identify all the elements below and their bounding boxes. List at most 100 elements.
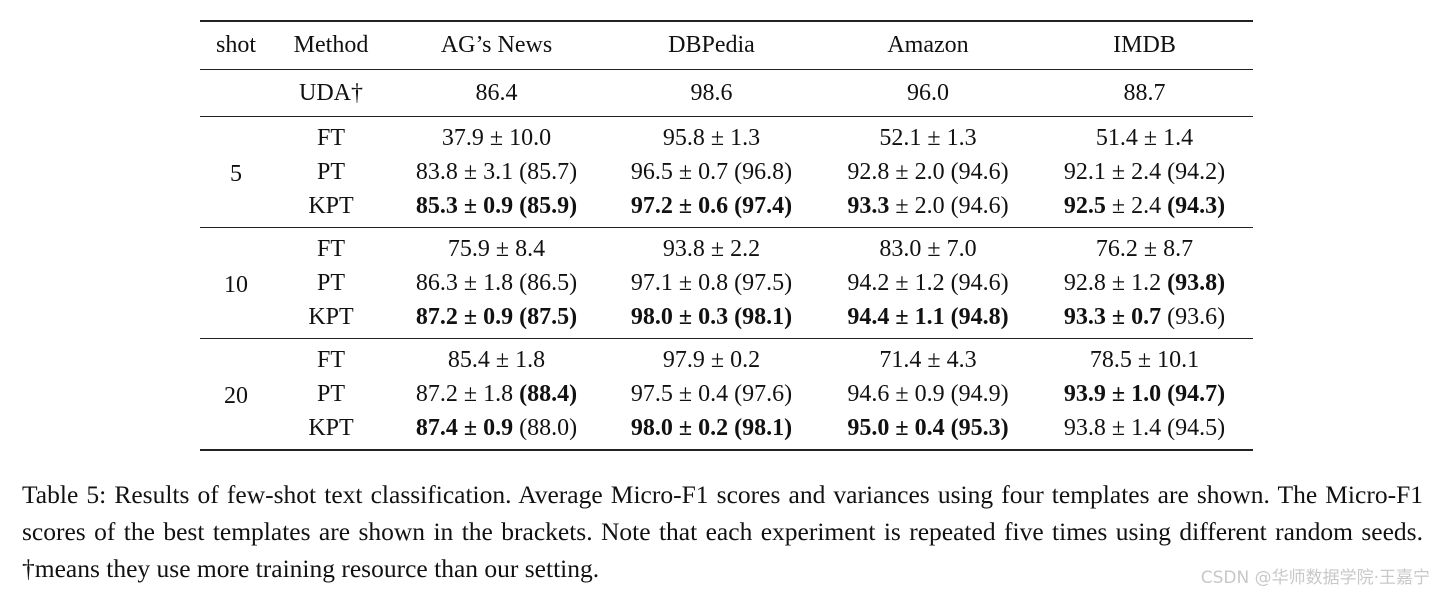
data-cell: 92.1 ± 2.4 (94.2) bbox=[1036, 155, 1253, 189]
bold-text: 97.2 ± 0.6 (97.4) bbox=[630, 192, 793, 219]
data-cell: 71.4 ± 4.3 bbox=[820, 339, 1036, 378]
data-cell: 96.5 ± 0.7 (96.8) bbox=[603, 155, 820, 189]
data-cell: 92.5 ± 2.4 (94.3) bbox=[1036, 189, 1253, 228]
caption: Table 5: Results of few-shot text classi… bbox=[22, 480, 1423, 583]
bold-text: 92.5 bbox=[1063, 192, 1106, 219]
data-cell: 97.9 ± 0.2 bbox=[603, 339, 820, 378]
data-cell: 76.2 ± 8.7 bbox=[1036, 228, 1253, 267]
header-cell: shot bbox=[200, 20, 272, 70]
data-cell: 95.8 ± 1.3 bbox=[603, 117, 820, 156]
text: 93.8 ± 2.2 bbox=[662, 235, 761, 262]
method-cell: KPT bbox=[272, 411, 390, 451]
text: 98.6 bbox=[690, 79, 733, 106]
text: (88.0) bbox=[513, 414, 578, 441]
text: 71.4 ± 4.3 bbox=[879, 346, 977, 373]
text: 93.8 ± 1.4 (94.5) bbox=[1063, 414, 1226, 441]
shot-cell: 5 bbox=[200, 116, 272, 228]
data-cell: 85.4 ± 1.8 bbox=[390, 339, 603, 378]
table-row: KPT 85.3 ± 0.9 (85.9) 97.2 ± 0.6 (97.4) 93.… bbox=[200, 189, 1253, 228]
text: (93.6) bbox=[1161, 303, 1226, 330]
data-cell: 94.2 ± 1.2 (94.6) bbox=[820, 266, 1036, 300]
data-cell: 93.9 ± 1.0 (94.7) bbox=[1036, 377, 1253, 411]
method-cell: FT bbox=[316, 346, 345, 373]
method-cell: PT bbox=[316, 380, 345, 407]
bold-text: 93.3 bbox=[847, 192, 890, 219]
data-cell: 87.4 ± 0.9 (88.0) bbox=[390, 411, 603, 451]
data-cell: 92.8 ± 1.2 (93.8) bbox=[1036, 266, 1253, 300]
data-cell: 98.0 ± 0.2 (98.1) bbox=[603, 411, 820, 451]
table-row: PT 86.3 ± 1.8 (86.5) 97.1 ± 0.8 (97.5) 94.2… bbox=[200, 266, 1253, 300]
text: 94.6 ± 0.9 (94.9) bbox=[847, 380, 1009, 407]
data-cell: 75.9 ± 8.4 bbox=[390, 228, 603, 267]
bold-text: 85.3 ± 0.9 (85.9) bbox=[415, 192, 578, 219]
watermark: CSDN @华师数据学院·王嘉宁 bbox=[1200, 568, 1430, 588]
data-cell: 78.5 ± 10.1 bbox=[1036, 339, 1253, 378]
bold-text: 87.2 ± 0.9 (87.5) bbox=[415, 303, 578, 330]
bold-text: 95.0 ± 0.4 (95.3) bbox=[847, 414, 1009, 441]
data-cell: 98.6 bbox=[603, 69, 820, 117]
bold-text: 93.3 ± 0.7 bbox=[1063, 303, 1162, 330]
data-cell: 83.8 ± 3.1 (85.7) bbox=[390, 155, 603, 189]
data-cell: 98.0 ± 0.3 (98.1) bbox=[603, 300, 820, 339]
text: 83.0 ± 7.0 bbox=[879, 235, 977, 262]
method-cell: KPT bbox=[272, 189, 390, 228]
data-cell: 85.3 ± 0.9 (85.9) bbox=[390, 189, 603, 228]
text: 86.4 bbox=[475, 79, 518, 106]
header-cell: IMDB bbox=[1036, 20, 1253, 70]
data-cell: 83.0 ± 7.0 bbox=[820, 228, 1036, 267]
shot-cell bbox=[200, 69, 272, 117]
table-row: 20 FT 85.4 ± 1.8 97.9 ± 0.2 71.4 ± 4.3 78.5 ±… bbox=[200, 338, 1253, 451]
table-row: 5 FT 37.9 ± 10.0 95.8 ± 1.3 52.1 ± 1.3 51.4 ±… bbox=[200, 116, 1253, 228]
bold-text: (88.4) bbox=[519, 380, 578, 407]
table-row: UDA† 86.4 98.6 96.0 88.7 bbox=[200, 69, 1253, 117]
bold-text: 93.9 ± 1.0 (94.7) bbox=[1063, 380, 1226, 407]
method-cell: FT bbox=[316, 235, 345, 262]
data-cell: 93.8 ± 2.2 bbox=[603, 228, 820, 267]
data-cell: 86.4 bbox=[390, 69, 603, 117]
text: 83.8 ± 3.1 (85.7) bbox=[415, 158, 578, 185]
text: 78.5 ± 10.1 bbox=[1089, 346, 1200, 373]
text: 85.4 ± 1.8 bbox=[447, 346, 546, 373]
method-cell: PT bbox=[316, 269, 345, 296]
text: 37.9 ± 10.0 bbox=[441, 124, 552, 151]
method-cell: UDA† bbox=[272, 69, 390, 117]
text: 87.2 ± 1.8 bbox=[415, 380, 520, 407]
results-table: shot Method AG’s News DBPedia Amazon IMDB UDA†… bbox=[200, 20, 1253, 451]
text: 52.1 ± 1.3 bbox=[879, 124, 977, 151]
data-cell: 92.8 ± 2.0 (94.6) bbox=[820, 155, 1036, 189]
table-row: 10 FT 75.9 ± 8.4 93.8 ± 2.2 83.0 ± 7.0 76.2 ±… bbox=[200, 227, 1253, 339]
shot-cell: 10 bbox=[200, 227, 272, 339]
table-row: KPT 87.4 ± 0.9 (88.0) 98.0 ± 0.2 (98.1) 95.… bbox=[200, 411, 1253, 451]
text: 96.5 ± 0.7 (96.8) bbox=[630, 158, 793, 185]
text: ± 2.0 (94.6) bbox=[889, 192, 1009, 219]
header-cell: DBPedia bbox=[603, 20, 820, 70]
text: 92.8 ± 2.0 (94.6) bbox=[847, 158, 1009, 185]
data-cell: 94.6 ± 0.9 (94.9) bbox=[820, 377, 1036, 411]
data-cell: 97.5 ± 0.4 (97.6) bbox=[603, 377, 820, 411]
table-row: PT 83.8 ± 3.1 (85.7) 96.5 ± 0.7 (96.8) 92.8… bbox=[200, 155, 1253, 189]
table-row: KPT 87.2 ± 0.9 (87.5) 98.0 ± 0.3 (98.1) 94.… bbox=[200, 300, 1253, 339]
data-cell: 86.3 ± 1.8 (86.5) bbox=[390, 266, 603, 300]
text: 96.0 bbox=[907, 79, 949, 106]
bold-text: 87.4 ± 0.9 bbox=[415, 414, 514, 441]
text: 95.8 ± 1.3 bbox=[662, 124, 761, 151]
bold-text: 94.4 ± 1.1 (94.8) bbox=[847, 303, 1009, 330]
bold-text: (94.3) bbox=[1167, 192, 1226, 219]
data-cell: 97.1 ± 0.8 (97.5) bbox=[603, 266, 820, 300]
text: 76.2 ± 8.7 bbox=[1095, 235, 1194, 262]
text: 51.4 ± 1.4 bbox=[1095, 124, 1194, 151]
text: 86.3 ± 1.8 (86.5) bbox=[415, 269, 578, 296]
method-cell: KPT bbox=[272, 300, 390, 339]
data-cell: 93.8 ± 1.4 (94.5) bbox=[1036, 411, 1253, 451]
header-cell: Amazon bbox=[820, 20, 1036, 70]
data-cell: 93.3 ± 0.7 (93.6) bbox=[1036, 300, 1253, 339]
shot-cell: 20 bbox=[200, 338, 272, 451]
bold-text: 98.0 ± 0.3 (98.1) bbox=[630, 303, 793, 330]
header-cell: AG’s News bbox=[390, 20, 603, 70]
text: ± 2.4 bbox=[1105, 192, 1168, 219]
text: 97.1 ± 0.8 (97.5) bbox=[630, 269, 793, 296]
text: 75.9 ± 8.4 bbox=[447, 235, 546, 262]
text: 92.8 ± 1.2 bbox=[1063, 269, 1168, 296]
table-row: shot Method AG’s News DBPedia Amazon IMDB bbox=[200, 20, 1253, 70]
text: 92.1 ± 2.4 (94.2) bbox=[1063, 158, 1226, 185]
